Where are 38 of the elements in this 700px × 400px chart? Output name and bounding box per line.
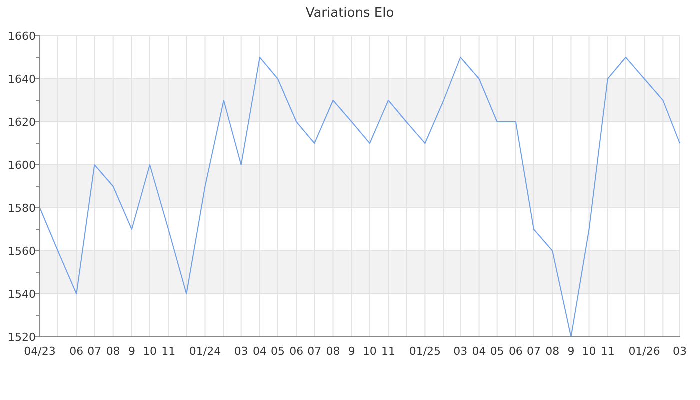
x-tick-label: 04	[252, 345, 267, 358]
x-tick-label: 08	[326, 345, 340, 358]
x-tick-label: 10	[362, 345, 377, 358]
x-tick-label: 9	[568, 345, 575, 358]
x-tick-label: 10	[582, 345, 596, 358]
x-tick-label: 06	[290, 345, 304, 358]
x-tick-label: 03	[454, 345, 468, 358]
x-tick-label: 03	[673, 345, 687, 358]
x-tick-label: 07	[88, 345, 102, 358]
x-tick-label: 10	[142, 345, 157, 358]
x-tick-label: 01/25	[409, 345, 442, 358]
x-tick-label: 06	[70, 345, 84, 358]
x-tick-label: 9	[348, 345, 356, 358]
y-tick-label: 1640	[8, 73, 36, 86]
y-tick-label: 1620	[8, 116, 36, 129]
x-tick-label: 07	[308, 345, 322, 358]
x-tick-label: 11	[162, 345, 176, 358]
y-tick-label: 1580	[8, 202, 36, 215]
x-tick-label: 05	[270, 345, 285, 358]
x-tick-label: 03	[234, 345, 248, 358]
x-tick-label: 04	[472, 345, 486, 358]
x-tick-label: 05	[490, 345, 504, 358]
x-tick-label: 11	[600, 345, 615, 358]
chart-title: Variations Elo	[306, 6, 394, 21]
x-tick-label: 04/23	[24, 345, 56, 358]
x-tick-label: 08	[546, 345, 560, 358]
y-tick-label: 1660	[8, 30, 36, 43]
x-tick-label: 11	[382, 345, 396, 358]
x-tick-label: 01/24	[189, 345, 222, 358]
y-tick-label: 1540	[8, 288, 36, 301]
y-tick-label: 1560	[8, 245, 36, 258]
x-tick-label: 9	[128, 345, 136, 358]
x-tick-label: 08	[106, 345, 120, 358]
y-tick-label: 1520	[8, 331, 36, 344]
x-tick-label: 06	[508, 345, 523, 358]
x-tick-label: 07	[526, 345, 541, 358]
x-tick-label: 01/26	[628, 345, 660, 358]
y-tick-label: 1600	[8, 159, 36, 172]
